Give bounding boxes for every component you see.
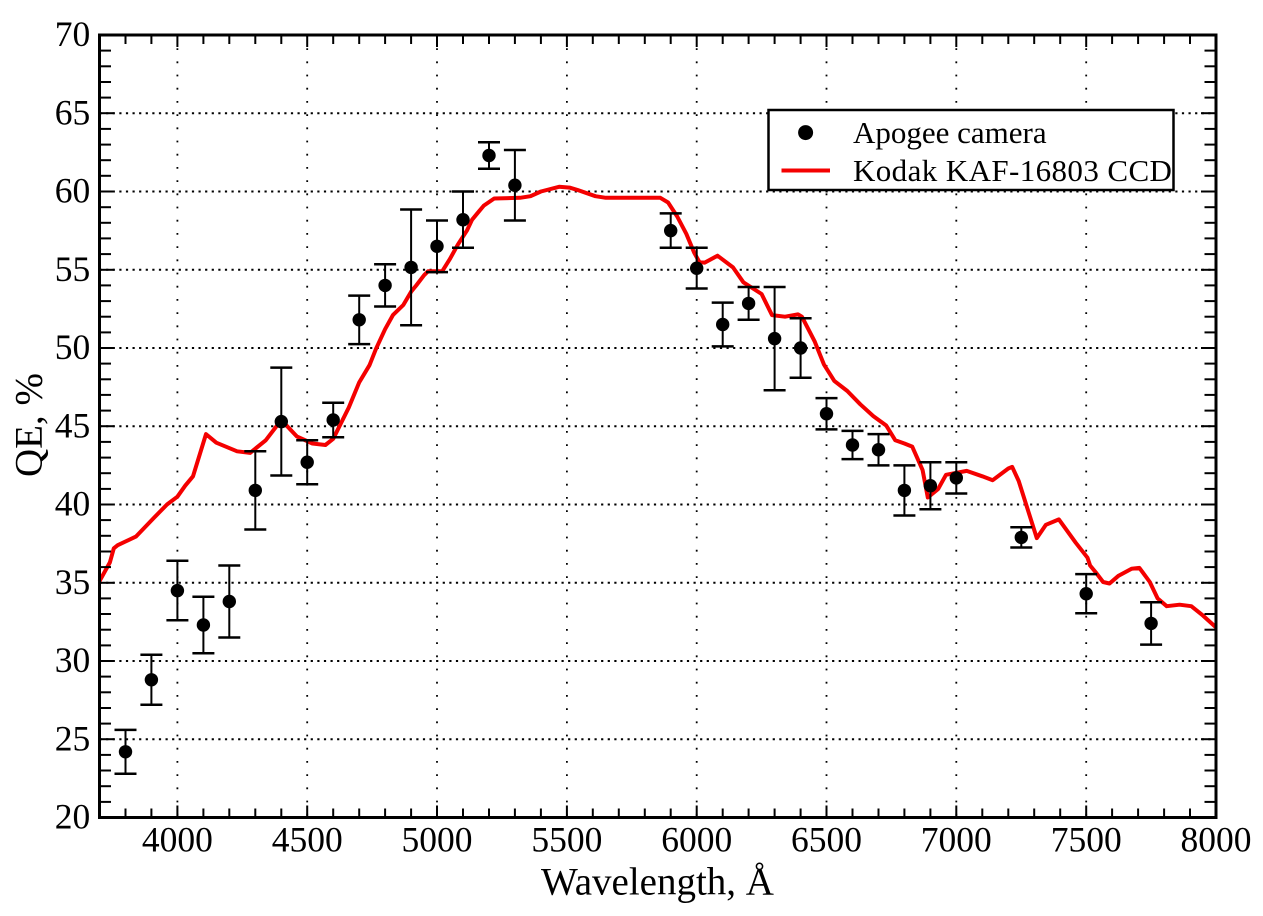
svg-text:7500: 7500 [1051, 820, 1122, 860]
svg-text:70: 70 [55, 14, 91, 54]
svg-text:7000: 7000 [921, 820, 992, 860]
svg-text:50: 50 [55, 327, 91, 367]
svg-text:4500: 4500 [272, 820, 343, 860]
svg-text:6500: 6500 [791, 820, 862, 860]
svg-text:35: 35 [55, 562, 91, 602]
svg-text:4000: 4000 [142, 820, 213, 860]
svg-text:30: 30 [55, 640, 91, 680]
svg-text:Wavelength, Å: Wavelength, Å [541, 861, 774, 904]
svg-text:Kodak KAF-16803 CCD: Kodak KAF-16803 CCD [853, 153, 1172, 188]
svg-text:25: 25 [55, 719, 91, 759]
svg-text:20: 20 [55, 797, 91, 837]
svg-text:Apogee camera: Apogee camera [853, 115, 1047, 150]
svg-text:45: 45 [55, 405, 91, 445]
svg-text:5000: 5000 [402, 820, 473, 860]
svg-text:60: 60 [55, 171, 91, 211]
svg-text:6000: 6000 [661, 820, 732, 860]
svg-text:65: 65 [55, 93, 91, 133]
svg-text:40: 40 [55, 484, 91, 524]
svg-text:5500: 5500 [531, 820, 602, 860]
svg-text:55: 55 [55, 249, 91, 289]
svg-text:8000: 8000 [1181, 820, 1252, 860]
svg-text:QE, %: QE, % [8, 373, 51, 477]
